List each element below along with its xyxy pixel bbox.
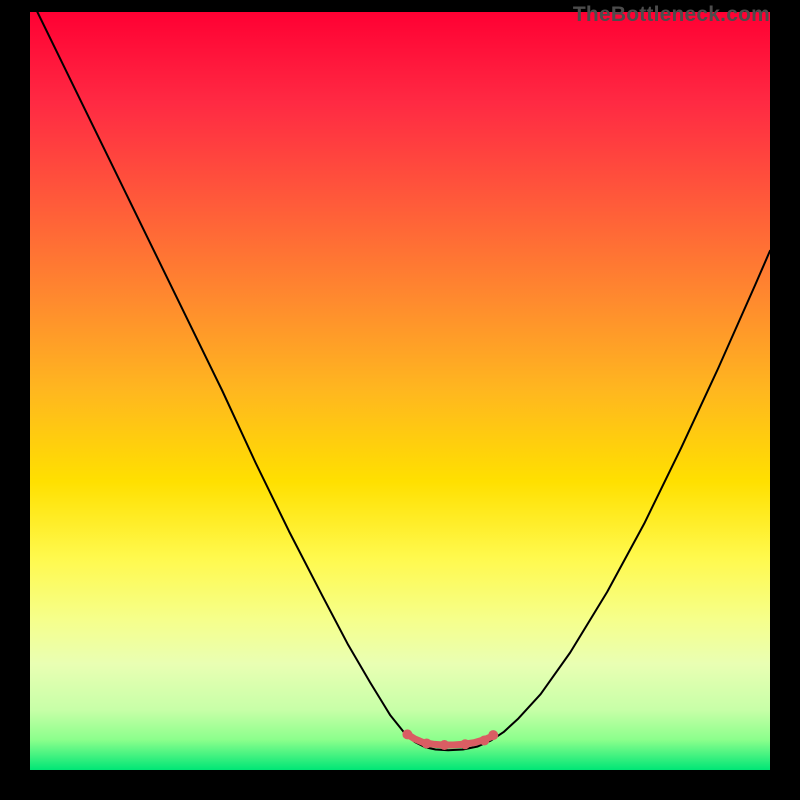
watermark-text: TheBottleneck.com [573, 3, 770, 27]
trough-dot [460, 739, 470, 749]
trough-dot [422, 738, 432, 748]
trough-dot [439, 740, 449, 750]
plot-area [30, 12, 770, 770]
trough-dot [479, 735, 489, 745]
trough-dot [488, 730, 498, 740]
chart-frame: TheBottleneck.com [0, 0, 800, 800]
plot-svg [30, 12, 770, 770]
plot-background [30, 12, 770, 770]
trough-dot [402, 729, 412, 739]
